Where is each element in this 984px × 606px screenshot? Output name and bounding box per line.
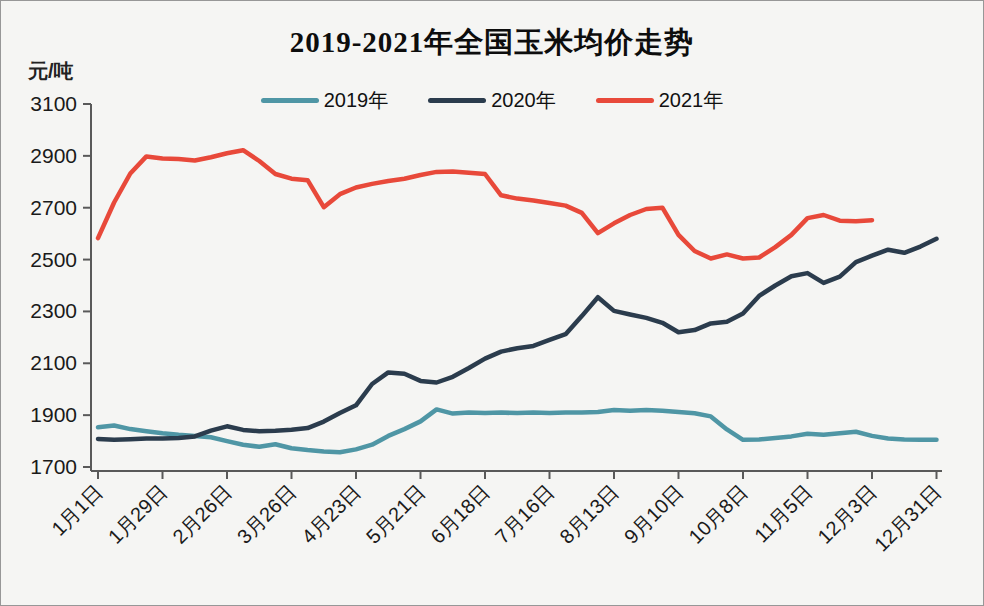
series-line-2020年 [98,239,937,440]
x-axis-tick-label: 12月3日 [813,480,880,547]
x-axis-tick-label: 10月8日 [684,480,751,547]
x-axis-tick-label: 11月5日 [750,480,816,546]
x-axis-tick-label: 1月1日 [47,480,107,540]
series-line-2019年 [98,409,937,452]
x-axis-tick-label: 4月23日 [297,480,364,547]
x-axis-tick-label: 6月18日 [426,480,493,547]
series-line-2021年 [98,150,872,258]
y-axis-tick-label: 3100 [30,92,77,115]
x-axis-tick-label: 8月13日 [555,480,622,547]
x-axis-tick-label: 7月16日 [491,480,558,547]
y-axis-tick-label: 1700 [30,455,77,478]
y-axis-tick-label: 2700 [30,196,77,219]
y-axis-tick-label: 2100 [30,351,77,374]
x-axis-tick-label: 5月21日 [362,480,429,547]
y-axis-tick-label: 2900 [30,144,77,167]
x-axis-tick-label: 9月10日 [620,480,687,547]
y-axis-tick-label: 1900 [30,403,77,426]
x-axis-tick-label: 12月31日 [870,480,945,555]
price-trend-chart: 3100 2900 2700 2500 2300 2100 1900 17001月1日1月29… [1,1,984,606]
x-axis-tick-label: 2月26日 [168,480,235,547]
y-axis-tick-label: 2500 [30,248,77,271]
chart-window: 2019-2021年全国玉米均价走势 元/吨 2019年2020年2021年 3… [0,0,984,606]
x-axis-tick-label: 3月26日 [233,480,300,547]
x-axis-tick-label: 1月29日 [104,480,171,547]
y-axis-tick-label: 2300 [30,299,77,322]
